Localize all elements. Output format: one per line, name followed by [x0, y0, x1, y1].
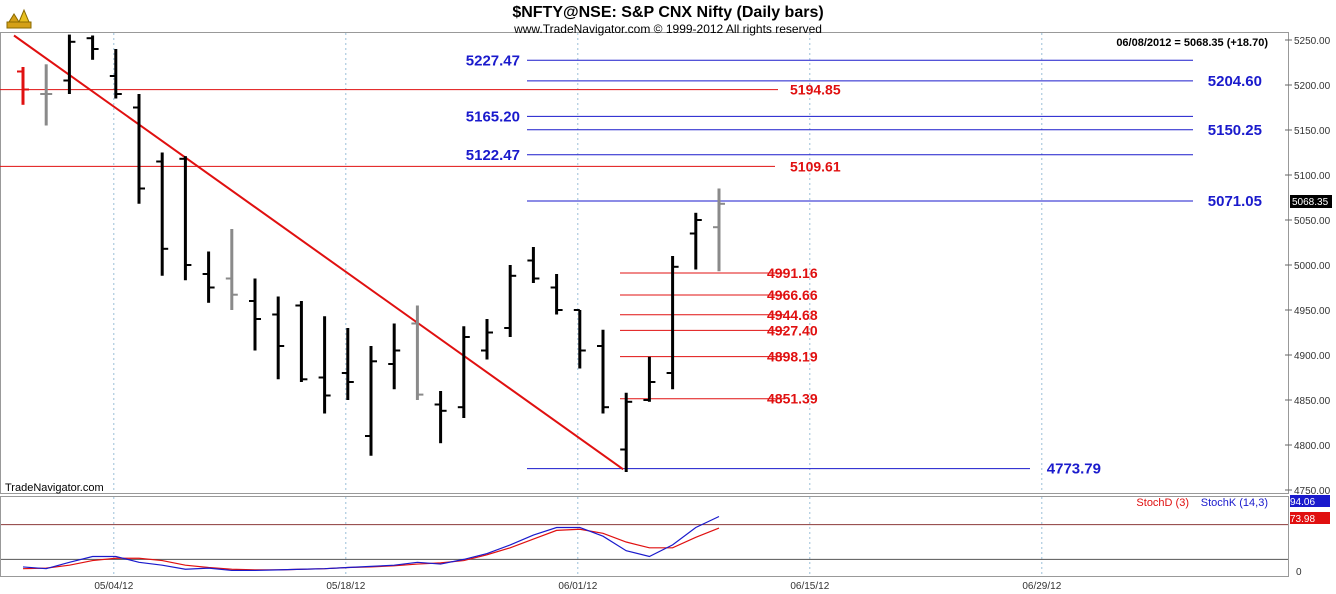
fib-label-blue: 5204.60	[1208, 73, 1262, 90]
stoch-k-legend: StochK (14,3)	[1201, 497, 1268, 509]
resistance-label: 5194.85	[790, 82, 841, 98]
fib-label-blue: 4773.79	[1047, 461, 1101, 478]
stoch-d-legend: StochD (3)	[1136, 497, 1189, 509]
price-bar	[17, 67, 29, 105]
stoch-zero-label: 0	[1296, 567, 1302, 578]
fib-label-blue: 5071.05	[1208, 193, 1262, 210]
price-levels: 5194.85 5109.61 5227.47 5204.60 5165.20 5150.…	[0, 52, 1262, 478]
y-tick-label: 4900.00	[1294, 351, 1331, 362]
y-tick-label: 4950.00	[1294, 306, 1331, 317]
trendline	[13, 34, 624, 471]
last-quote-text: 06/08/2012 = 5068.35 (+18.70)	[1116, 37, 1268, 49]
fib-label-blue: 5122.47	[466, 147, 520, 164]
fib-label-red: 4944.68	[767, 307, 818, 323]
price-bar	[573, 309, 586, 369]
price-bar	[133, 94, 145, 204]
price-bar	[40, 64, 53, 126]
price-bar	[388, 323, 401, 390]
price-bar	[689, 212, 702, 270]
fib-label-red: 4966.66	[767, 287, 818, 303]
y-tick-label: 5250.00	[1294, 36, 1331, 47]
logo-icon	[6, 8, 32, 29]
fib-label-red: 4898.19	[767, 349, 818, 365]
y-tick-label: 5150.00	[1294, 126, 1331, 137]
y-tick-label: 5000.00	[1294, 261, 1331, 272]
fib-label-red: 4851.39	[767, 391, 818, 407]
chart-title: $NFTY@NSE: S&P CNX Nifty (Daily bars)	[512, 4, 823, 21]
price-bar	[504, 265, 517, 337]
price-bar	[272, 296, 285, 380]
price-bar	[666, 256, 679, 390]
current-price-tag	[1290, 195, 1332, 208]
trendline-group	[13, 34, 624, 471]
price-bar	[481, 319, 493, 360]
y-tick-label: 5200.00	[1294, 81, 1331, 92]
stoch-k-line	[22, 515, 720, 572]
price-bar	[527, 247, 540, 283]
price-bar	[597, 329, 609, 414]
fib-label-blue: 5165.20	[466, 108, 520, 125]
x-tick-label: 06/29/12	[1022, 581, 1061, 592]
price-bar	[620, 392, 633, 472]
fib-label-red: 4991.16	[767, 265, 818, 281]
resistance-label: 5109.61	[790, 158, 841, 174]
stoch-d-value: 73.98	[1290, 514, 1315, 525]
x-tick-label: 06/01/12	[558, 581, 597, 592]
price-bar	[713, 188, 725, 272]
fib-label-blue: 5227.47	[466, 52, 520, 69]
y-tick-label: 5050.00	[1294, 216, 1331, 227]
stochastic-panel	[22, 515, 720, 572]
price-bar	[295, 301, 308, 382]
stoch-panel-frame	[0, 496, 1289, 577]
price-bar	[643, 356, 656, 402]
stoch-d-tag	[1290, 512, 1330, 524]
stoch-k-tag	[1290, 495, 1330, 507]
price-bar	[156, 152, 169, 276]
x-axis: 05/04/12 05/18/12 06/01/12 06/15/12 06/29/12	[94, 581, 1061, 592]
price-bar	[86, 35, 99, 60]
price-bar	[411, 305, 424, 400]
y-axis: 5250.00 5200.00 5150.00 5100.00 5050.00 5000.…	[1285, 36, 1331, 497]
price-bar	[225, 229, 238, 310]
price-bar	[202, 251, 215, 303]
watermark: TradeNavigator.com	[5, 482, 104, 494]
price-bars	[17, 34, 725, 472]
vertical-gridlines	[113, 33, 1043, 576]
price-bar	[341, 328, 354, 400]
price-bar	[109, 49, 122, 99]
price-bar	[434, 391, 447, 444]
stoch-k-value: 94.06	[1290, 497, 1315, 508]
price-bar	[318, 316, 331, 414]
y-tick-label: 5100.00	[1294, 171, 1331, 182]
price-bar	[550, 274, 563, 315]
y-tick-label: 4850.00	[1294, 396, 1331, 407]
price-bar	[179, 156, 192, 281]
fib-label-blue: 5150.25	[1208, 122, 1262, 139]
price-bar	[365, 346, 377, 456]
x-tick-label: 06/15/12	[790, 581, 829, 592]
chart-subtitle: www.TradeNavigator.com © 1999-2012 All r…	[513, 22, 822, 36]
price-bar	[249, 278, 261, 351]
y-tick-label: 4800.00	[1294, 441, 1331, 452]
price-panel-frame	[0, 32, 1289, 494]
stoch-reference-lines	[1, 524, 1288, 560]
fib-label-red: 4927.40	[767, 322, 818, 338]
current-price-label: 5068.35	[1292, 197, 1329, 208]
price-bar	[63, 34, 76, 94]
y-tick-label: 4750.00	[1294, 486, 1331, 497]
price-bar	[457, 326, 470, 418]
x-tick-label: 05/04/12	[94, 581, 133, 592]
x-tick-label: 05/18/12	[326, 581, 365, 592]
